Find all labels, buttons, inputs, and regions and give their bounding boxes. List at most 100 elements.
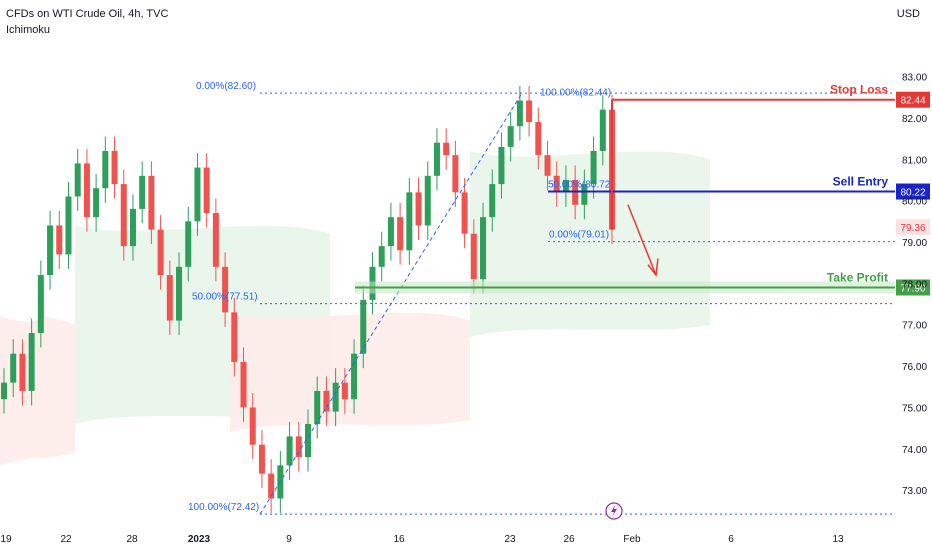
candle-body: [176, 266, 183, 321]
fib-label: 100.00%(72.42): [188, 502, 259, 513]
fib-label: 100.00%(82.44): [540, 88, 611, 99]
candle-body: [590, 151, 597, 185]
candle-body: [83, 163, 90, 218]
trade-levels: Stop Loss 82.44 Sell Entry 80.22 Take Profit…: [355, 83, 930, 296]
candle-body: [498, 146, 505, 185]
candle-body: [10, 353, 17, 383]
price-axis: 83.00 82.00 81.00 80.00 79.00 78.00 77.00 76.00…: [902, 73, 927, 498]
level-price: 77.90: [900, 284, 925, 295]
candle-body: [397, 217, 404, 251]
fib-label: 0.00%(82.60): [196, 81, 256, 92]
candle-body: [102, 151, 109, 189]
x-tick-label: 23: [504, 534, 516, 545]
level-price-tag: [896, 183, 930, 200]
x-tick-label: Feb: [623, 534, 641, 545]
current-price: 79.36: [900, 223, 925, 234]
chart-title: CFDs on WTI Crude Oil, 4h, TVC: [6, 8, 169, 20]
candle-body: [157, 229, 164, 276]
ichimoku-cloud: [0, 151, 710, 466]
x-tick-label: 28: [126, 534, 138, 545]
fib-label: 0.00%(79.01): [549, 230, 609, 241]
current-price-tag: [896, 219, 930, 236]
candle-body: [47, 225, 54, 276]
candle-body: [433, 142, 440, 176]
candle-body: [424, 175, 431, 226]
level-price-tag: [896, 91, 930, 108]
indicator-label: Ichimoku: [6, 24, 51, 36]
candle-body: [56, 225, 63, 255]
x-tick-label: 6: [728, 534, 734, 545]
y-tick-label: 82.00: [902, 114, 927, 125]
candles: [1, 86, 615, 513]
y-tick-label: 77.00: [902, 321, 927, 332]
y-tick-label: 81.00: [902, 155, 927, 166]
x-tick-label: 13: [832, 534, 844, 545]
candle-body: [562, 179, 569, 193]
candle-body: [544, 155, 551, 176]
candle-body: [553, 175, 560, 193]
candle-body: [599, 109, 606, 151]
candle-body: [194, 167, 201, 222]
candle-body: [360, 299, 367, 354]
y-tick-label: 83.00: [902, 73, 927, 84]
candle-body: [74, 163, 81, 197]
candle-body: [314, 390, 321, 424]
candle-body: [111, 151, 118, 185]
level-price: 82.44: [900, 96, 925, 107]
candle-body: [295, 436, 302, 458]
candle-body: [305, 424, 311, 458]
x-tick-label: 9: [286, 534, 292, 545]
candle-body: [65, 196, 72, 255]
x-tick-label: 26: [563, 534, 575, 545]
candle-body: [166, 275, 173, 321]
candle-body: [443, 142, 450, 156]
y-tick-label: 76.00: [902, 362, 927, 373]
level-name: Sell Entry: [833, 175, 889, 189]
lightning-icon: [611, 505, 617, 517]
candle-body: [148, 175, 155, 230]
candle-body: [222, 266, 229, 313]
cloud-band: [230, 312, 470, 433]
candle-body: [461, 192, 468, 234]
candle-body: [535, 122, 542, 156]
candle-body: [452, 155, 459, 193]
candle-body: [203, 167, 210, 214]
candle-body: [185, 221, 192, 267]
candle-body: [341, 382, 348, 400]
level-name: Take Profit: [827, 271, 888, 285]
x-tick-label: 16: [393, 534, 405, 545]
candle-body: [212, 213, 219, 267]
candle-body: [387, 217, 394, 247]
candle-body: [139, 175, 146, 209]
candle-body: [231, 312, 238, 362]
candle-body: [323, 390, 330, 412]
candle-body: [268, 473, 275, 499]
projection-arrow: [627, 204, 657, 276]
candle-body: [480, 217, 487, 280]
cloud-band: [0, 316, 75, 466]
candle-body: [351, 353, 358, 400]
candle-body: [19, 353, 26, 391]
level-name: Stop Loss: [830, 83, 888, 97]
candle-body: [516, 100, 523, 127]
candle-body: [1, 382, 7, 400]
candle-body: [332, 382, 339, 412]
level-price: 80.22: [900, 188, 925, 199]
candle-body: [129, 208, 136, 247]
y-tick-label: 80.00: [902, 197, 927, 208]
x-tick-label: 19: [0, 534, 12, 545]
candle-body: [581, 184, 588, 205]
time-axis: 19 22 28 2023 9 16 23 26 Feb 6 13: [0, 502, 844, 545]
candle-body: [526, 100, 533, 123]
candle-body: [120, 184, 127, 247]
candle-body: [93, 188, 100, 218]
y-tick-label: 75.00: [902, 403, 927, 414]
candle-body: [249, 407, 256, 445]
currency-label: USD: [896, 8, 920, 20]
candle-body: [415, 192, 422, 226]
y-tick-label: 74.00: [902, 445, 927, 456]
candle-body: [258, 444, 265, 474]
candle-body: [470, 233, 477, 280]
